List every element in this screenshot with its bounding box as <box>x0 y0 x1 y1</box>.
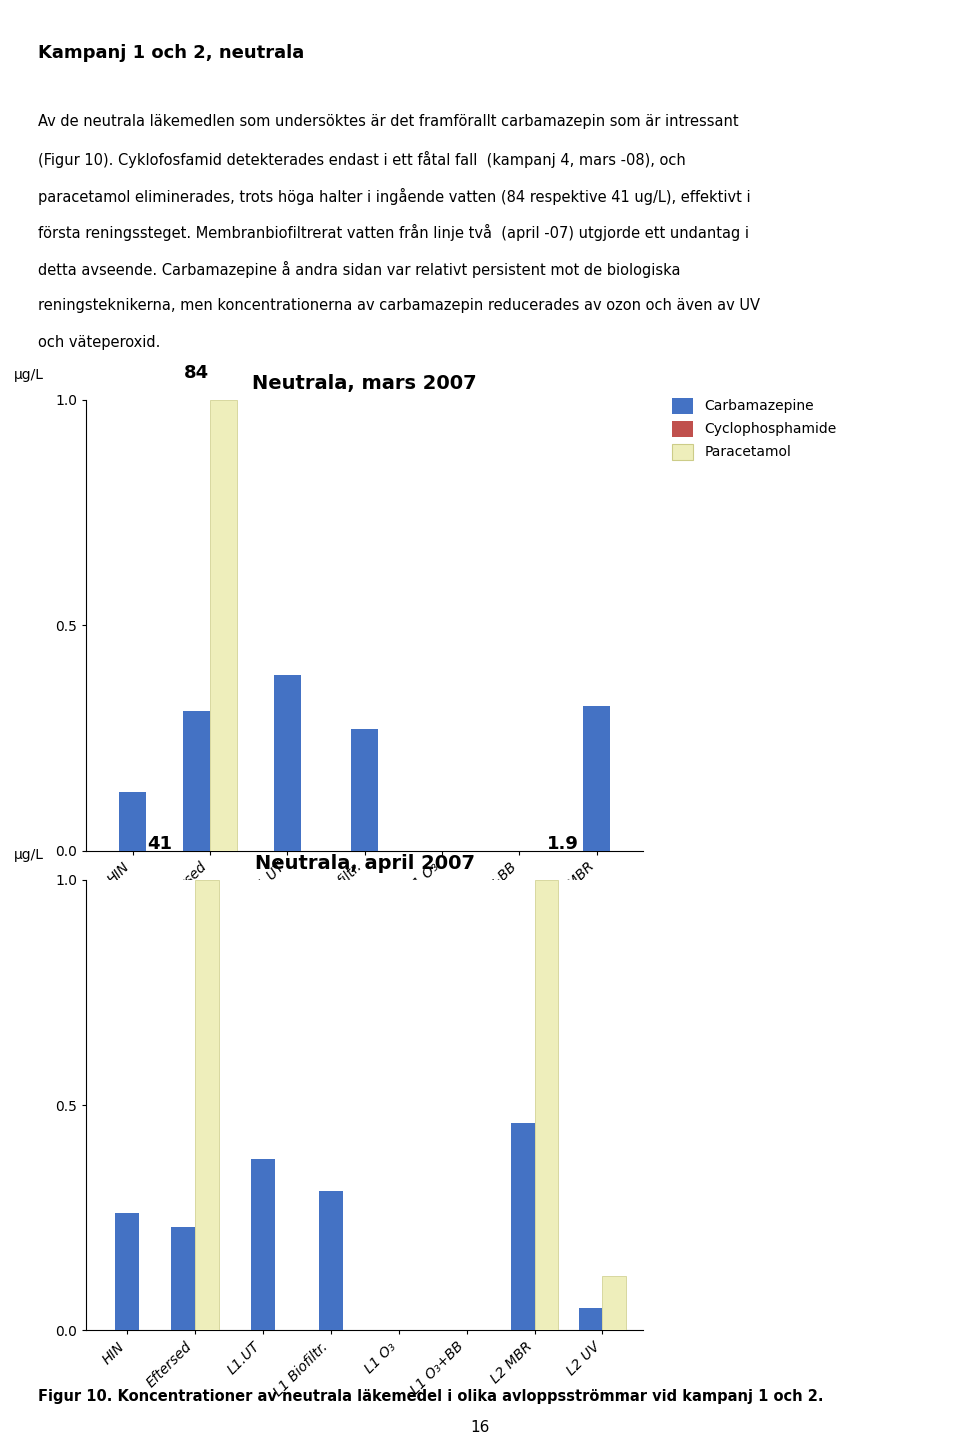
Text: Kampanj 1 och 2, neutrala: Kampanj 1 och 2, neutrala <box>38 44 304 61</box>
Text: reningsteknikerna, men koncentrationerna av carbamazepin reducerades av ozon och: reningsteknikerna, men koncentrationerna… <box>38 298 760 313</box>
Bar <box>210 400 237 851</box>
Title: Neutrala, april 2007: Neutrala, april 2007 <box>254 853 475 872</box>
Text: första reningssteget. Membranbiofiltrerat vatten från linje två  (april -07) utg: första reningssteget. Membranbiofiltrera… <box>38 224 750 241</box>
Bar <box>319 1191 343 1330</box>
Title: Neutrala, mars 2007: Neutrala, mars 2007 <box>252 374 477 393</box>
Bar <box>195 880 219 1330</box>
Text: paracetamol eliminerades, trots höga halter i ingående vatten (84 respektive 41 : paracetamol eliminerades, trots höga hal… <box>38 188 751 205</box>
Bar <box>252 1159 275 1330</box>
Bar <box>603 1277 626 1330</box>
Legend: Carbamazepine, Cyclophosphamide, Paracetamol: Carbamazepine, Cyclophosphamide, Paracet… <box>672 398 836 459</box>
Text: 41: 41 <box>147 835 172 852</box>
Bar <box>183 711 210 851</box>
Text: och väteperoxid.: och väteperoxid. <box>38 334 160 350</box>
Text: (Figur 10). Cyklofosfamid detekterades endast i ett fåtal fall  (kampanj 4, mars: (Figur 10). Cyklofosfamid detekterades e… <box>38 151 686 167</box>
Text: detta avseende. Carbamazepine å andra sidan var relativt persistent mot de biolo: detta avseende. Carbamazepine å andra si… <box>38 262 681 278</box>
Bar <box>351 728 378 851</box>
Text: Figur 10. Koncentrationer av neutrala läkemedel i olika avloppsströmmar vid kamp: Figur 10. Koncentrationer av neutrala lä… <box>38 1389 824 1403</box>
Text: 1.9: 1.9 <box>547 835 579 852</box>
Bar <box>115 1213 139 1330</box>
Text: 84: 84 <box>184 364 209 382</box>
Text: 16: 16 <box>470 1421 490 1435</box>
Bar <box>171 1227 195 1330</box>
Bar <box>584 707 611 851</box>
Text: μg/L: μg/L <box>14 368 44 382</box>
Text: μg/L: μg/L <box>14 848 44 862</box>
Bar <box>274 675 301 851</box>
Bar <box>579 1309 603 1330</box>
Bar <box>511 1122 535 1330</box>
Text: Av de neutrala läkemedlen som undersöktes är det framförallt carbamazepin som är: Av de neutrala läkemedlen som undersökte… <box>38 113 739 129</box>
Bar <box>535 880 559 1330</box>
Bar <box>119 792 146 851</box>
